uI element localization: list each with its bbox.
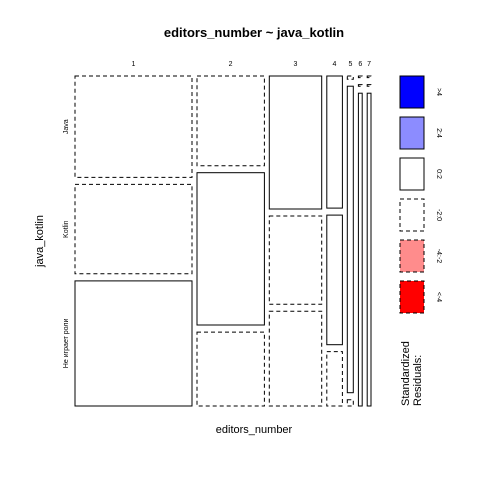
tile-7-kotlin [367, 85, 371, 87]
tile-5-kotlin [347, 86, 353, 393]
y-tick-labels: Java Kotlin Не играет роли [63, 119, 70, 368]
tile-6-kotlin [358, 85, 362, 87]
legend-swatch-1 [400, 76, 424, 108]
x-tick-5: 5 [348, 61, 352, 68]
legend-label-2: 2:4 [435, 128, 442, 138]
x-tick-1: 1 [132, 61, 136, 68]
legend-swatch-2 [400, 117, 424, 149]
legend-swatch-6 [400, 281, 424, 313]
x-tick-6: 6 [358, 61, 362, 68]
tile-6-java [358, 76, 362, 78]
legend-swatch-5 [400, 240, 424, 272]
tile-1-cat [75, 281, 192, 406]
tile-2-kotlin [197, 173, 264, 325]
tile-2-cat [197, 332, 264, 406]
tile-7-cat [367, 93, 371, 406]
x-tick-2: 2 [229, 61, 233, 68]
x-tick-7: 7 [367, 61, 371, 68]
y-tick-2: Kotlin [63, 220, 70, 238]
tile-5-java [347, 76, 353, 79]
legend-label-4: -2:0 [435, 209, 442, 221]
tile-5-cat [347, 400, 353, 406]
tile-1-java [75, 76, 192, 177]
legend-label-3: 0:2 [435, 169, 442, 179]
tile-4-java [327, 76, 343, 208]
tile-2-java [197, 76, 264, 166]
legend-title-line-1: Standardized [400, 341, 412, 406]
tile-4-kotlin [327, 215, 343, 345]
y-tick-3: Не играет роли [63, 319, 70, 369]
y-axis-label: java_kotlin [34, 215, 46, 268]
legend-label-5: -4:-2 [435, 249, 442, 264]
legend-label-6: <-4 [435, 292, 442, 302]
x-tick-4: 4 [333, 61, 337, 68]
tile-3-kotlin [269, 216, 321, 304]
legend-swatch-4 [400, 199, 424, 231]
legend-label-1: >4 [435, 88, 442, 96]
tile-6-cat [358, 93, 362, 406]
tile-4-cat [327, 352, 343, 406]
tile-3-cat [269, 311, 321, 406]
legend-title-line-2: Residuals: [412, 355, 424, 406]
legend-swatch-3 [400, 158, 424, 190]
y-tick-1: Java [63, 119, 70, 134]
mosaic-tiles [75, 76, 371, 406]
residuals-legend: Standardized Residuals: >4 2:4 0:2 -2:0 -4:-… [400, 76, 442, 406]
x-tick-3: 3 [294, 61, 298, 68]
tile-3-java [269, 76, 321, 209]
x-axis-label: editors_number [216, 424, 293, 436]
chart-title: editors_number ~ java_kotlin [164, 25, 344, 40]
tile-7-java [367, 76, 371, 78]
tile-1-kotlin [75, 184, 192, 273]
